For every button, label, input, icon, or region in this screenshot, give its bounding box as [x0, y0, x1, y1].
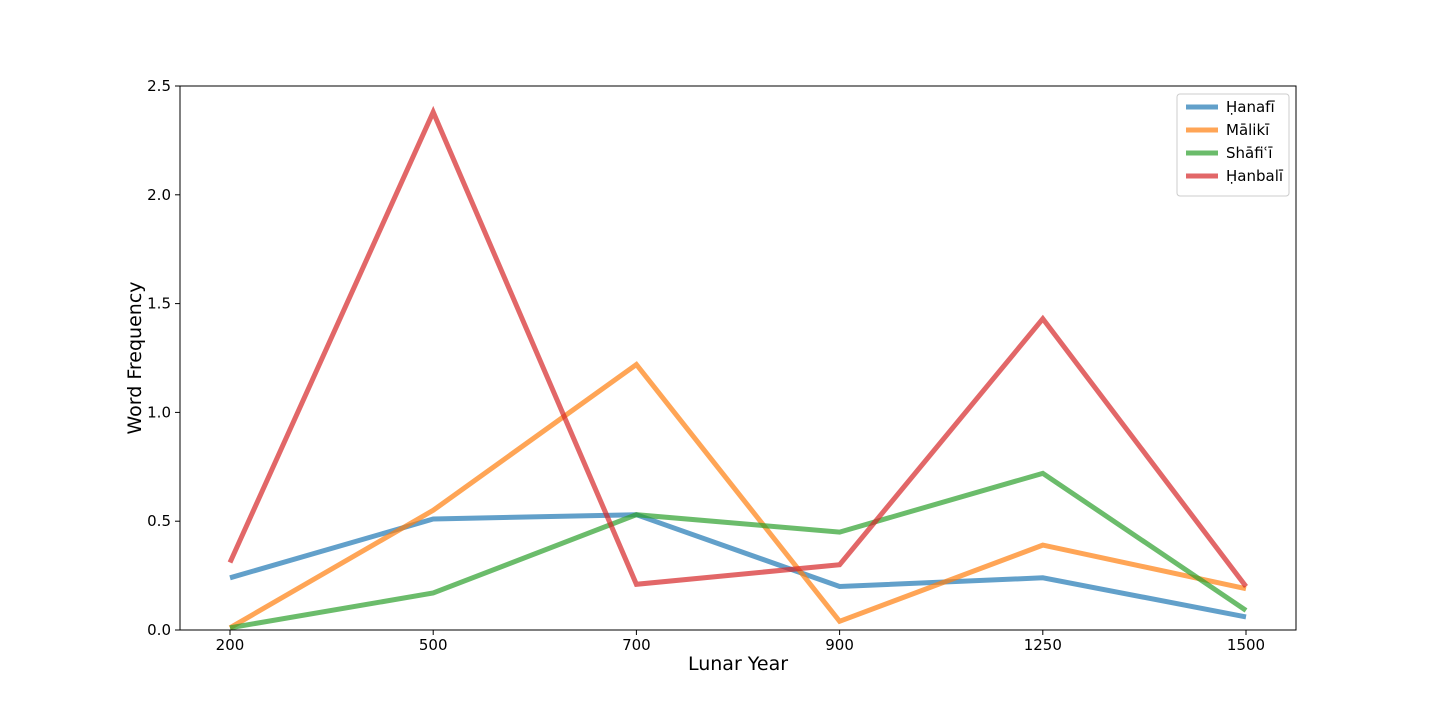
- y-tick-label: 1.0: [147, 403, 171, 421]
- x-tick-label: 900: [825, 636, 854, 654]
- series-line-3: [229, 470, 1248, 631]
- legend-label: Mālikī: [1226, 121, 1270, 139]
- x-tick-label: 700: [622, 636, 651, 654]
- series-lines: [227, 105, 1248, 631]
- y-axis-label: Word Frequency: [124, 281, 146, 434]
- y-tick-label: 1.5: [147, 295, 171, 313]
- x-tick-label: 200: [216, 636, 245, 654]
- y-tick-label: 2.0: [147, 186, 171, 204]
- series-line-4: [227, 105, 1248, 589]
- legend-label: Ḥanafī: [1226, 98, 1275, 116]
- x-axis: 200 500 700 900 1250 1500: [216, 630, 1265, 654]
- legend: Ḥanafī Mālikī Shāfiʿī Ḥanbalī: [1176, 93, 1290, 197]
- legend-box: [1176, 93, 1290, 197]
- legend-label: Ḥanbalī: [1226, 167, 1284, 185]
- x-tick-label: 1500: [1227, 636, 1265, 654]
- legend-label: Shāfiʿī: [1226, 144, 1273, 162]
- y-tick-label: 2.5: [147, 77, 171, 95]
- plot-area-frame: [179, 85, 1297, 631]
- y-axis: 0.0 0.5 1.0 1.5 2.0 2.5: [147, 77, 180, 639]
- x-axis-label: Lunar Year: [688, 653, 788, 675]
- y-tick-label: 0.0: [147, 621, 171, 639]
- x-tick-label: 1250: [1024, 636, 1062, 654]
- x-tick-label: 500: [419, 636, 448, 654]
- y-tick-label: 0.5: [147, 512, 171, 530]
- series-line-2: [228, 361, 1247, 630]
